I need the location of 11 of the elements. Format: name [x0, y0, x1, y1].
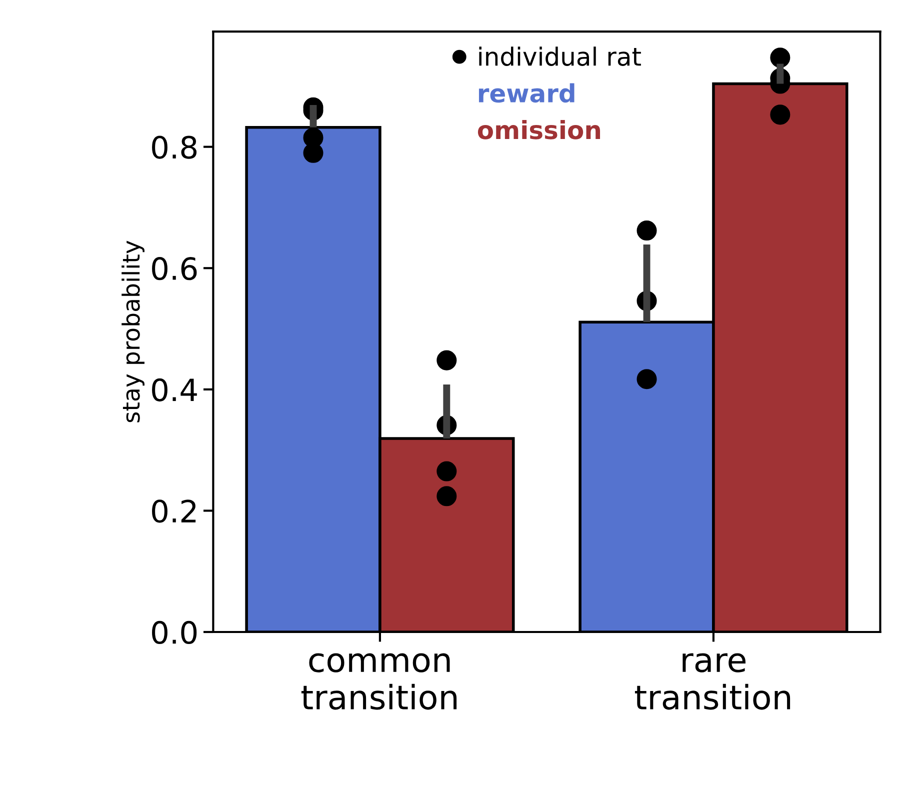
y-tick-label: 0.2: [152, 500, 196, 523]
y-tick-label: 0.4: [152, 378, 197, 402]
y-tick-label: 0.6: [152, 257, 197, 280]
x-tick-label: common transition: [301, 653, 457, 710]
y-tick-label: 0.8: [152, 136, 197, 159]
y-tick-label: 0.0: [152, 620, 197, 644]
y-axis-title: stay probability: [122, 240, 144, 422]
legend-label: individual rat: [479, 46, 641, 66]
text: reward: [478, 83, 574, 103]
text: omission: [478, 120, 600, 140]
x-tick-label: rare transition: [634, 653, 790, 710]
